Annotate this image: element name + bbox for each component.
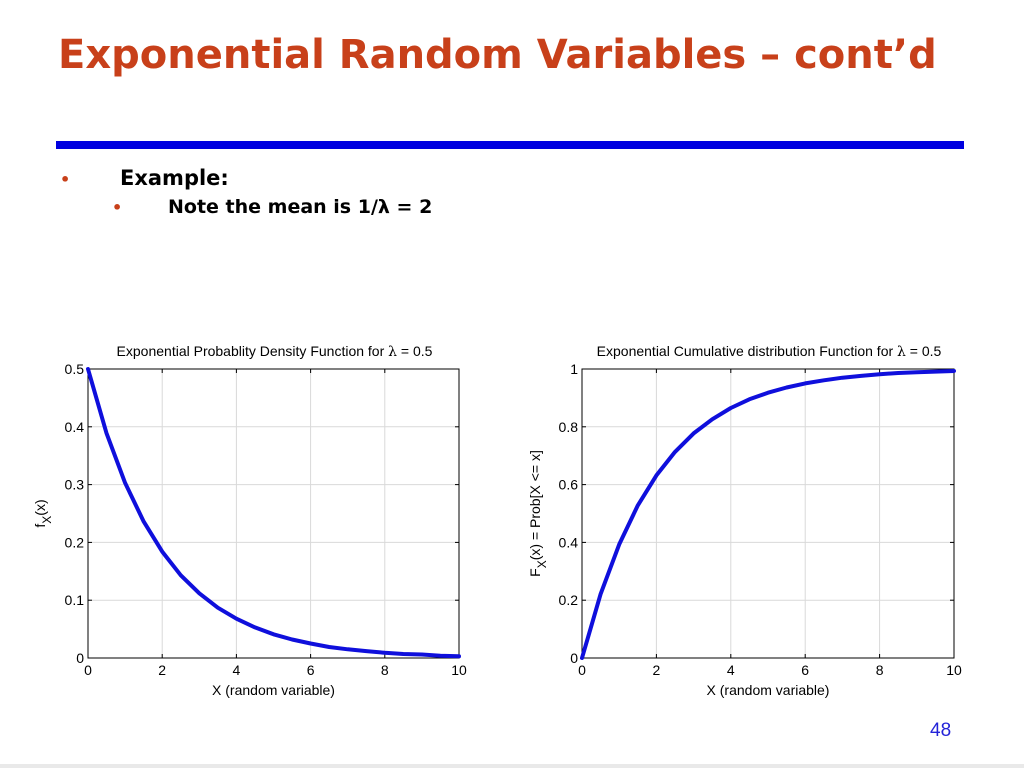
bullet-dot: •: [112, 198, 123, 217]
pdf-chart: 0 2 4 6 8 10 0 0.1 0.2 0.3 0.4 0.5 Exponential Proba…: [32, 343, 467, 698]
y-axis-label-tail: (x) = Prob[X <= x]: [527, 450, 543, 560]
y-tick-label: 0.3: [65, 477, 85, 493]
y-tick-label: 0.5: [65, 361, 85, 377]
y-axis-label-tail: (x): [32, 499, 48, 515]
x-tick-label: 10: [451, 662, 467, 678]
y-tick-label: 0.8: [559, 419, 579, 435]
x-axis-label: X (random variable): [707, 682, 830, 698]
y-tick-label: 0.1: [65, 592, 85, 608]
x-tick-label: 0: [578, 662, 586, 678]
x-tick-label: 0: [84, 662, 92, 678]
y-tick-label: 0.2: [559, 592, 579, 608]
lambda-symbol: λ: [388, 344, 397, 360]
page-number: 48: [930, 720, 952, 741]
y-tick-label: 0.6: [559, 477, 579, 493]
y-tick-label: 0.4: [65, 419, 85, 435]
bullet-dot: •: [60, 170, 71, 189]
bullet-mean-note: • Note the mean is 1/λ = 2: [112, 196, 432, 218]
y-tick-label: 0: [570, 650, 578, 666]
axes-frame: [87, 368, 460, 659]
x-tick-label: 2: [158, 662, 166, 678]
chart-title-text: Exponential Cumulative distribution Func…: [597, 343, 897, 359]
footer-band: [0, 764, 1024, 768]
x-tick-label: 4: [233, 662, 241, 678]
bullet-mean-text: Note the mean is 1/λ = 2: [168, 196, 433, 218]
bullet-example-text: Example:: [120, 166, 229, 190]
x-axis-label: X (random variable): [212, 682, 335, 698]
x-tick-label: 8: [381, 662, 389, 678]
y-axis-label: FX(x) = Prob[X <= x]: [527, 450, 549, 577]
x-tick-label: 8: [876, 662, 884, 678]
bullet-example: • Example:: [60, 166, 229, 190]
x-tick-label: 2: [653, 662, 661, 678]
x-tick-label: 10: [946, 662, 962, 678]
chart-title-value: = 0.5: [906, 343, 942, 359]
title-underline: [56, 141, 964, 149]
y-tick-label: 0: [76, 650, 84, 666]
cdf-chart: 0 2 4 6 8 10 0 0.2 0.4 0.6 0.8 1 Exponential Cumulat…: [527, 343, 962, 698]
slide-title: Exponential Random Variables – cont’d: [58, 32, 937, 78]
x-tick-label: 6: [801, 662, 809, 678]
x-tick-label: 4: [727, 662, 735, 678]
y-tick-label: 0.2: [65, 534, 85, 550]
chart-title-text: Exponential Probablity Density Function …: [117, 343, 389, 359]
chart-title-value: = 0.5: [397, 343, 433, 359]
chart-title: Exponential Probablity Density Function …: [117, 343, 433, 360]
y-tick-label: 0.4: [559, 534, 579, 550]
axes-frame: [581, 368, 955, 659]
y-axis-label-sub: X: [40, 516, 54, 524]
x-tick-label: 6: [307, 662, 315, 678]
plot-area: [582, 369, 954, 658]
lambda-symbol: λ: [897, 344, 906, 360]
chart-title: Exponential Cumulative distribution Func…: [597, 343, 942, 360]
plot-area: [88, 369, 459, 658]
y-axis-label-main: F: [527, 568, 543, 577]
y-tick-label: 1: [570, 361, 578, 377]
y-axis-label-sub: X: [535, 560, 549, 568]
y-axis-label-main: f: [32, 524, 48, 528]
y-axis-label: fX(x): [32, 499, 54, 527]
